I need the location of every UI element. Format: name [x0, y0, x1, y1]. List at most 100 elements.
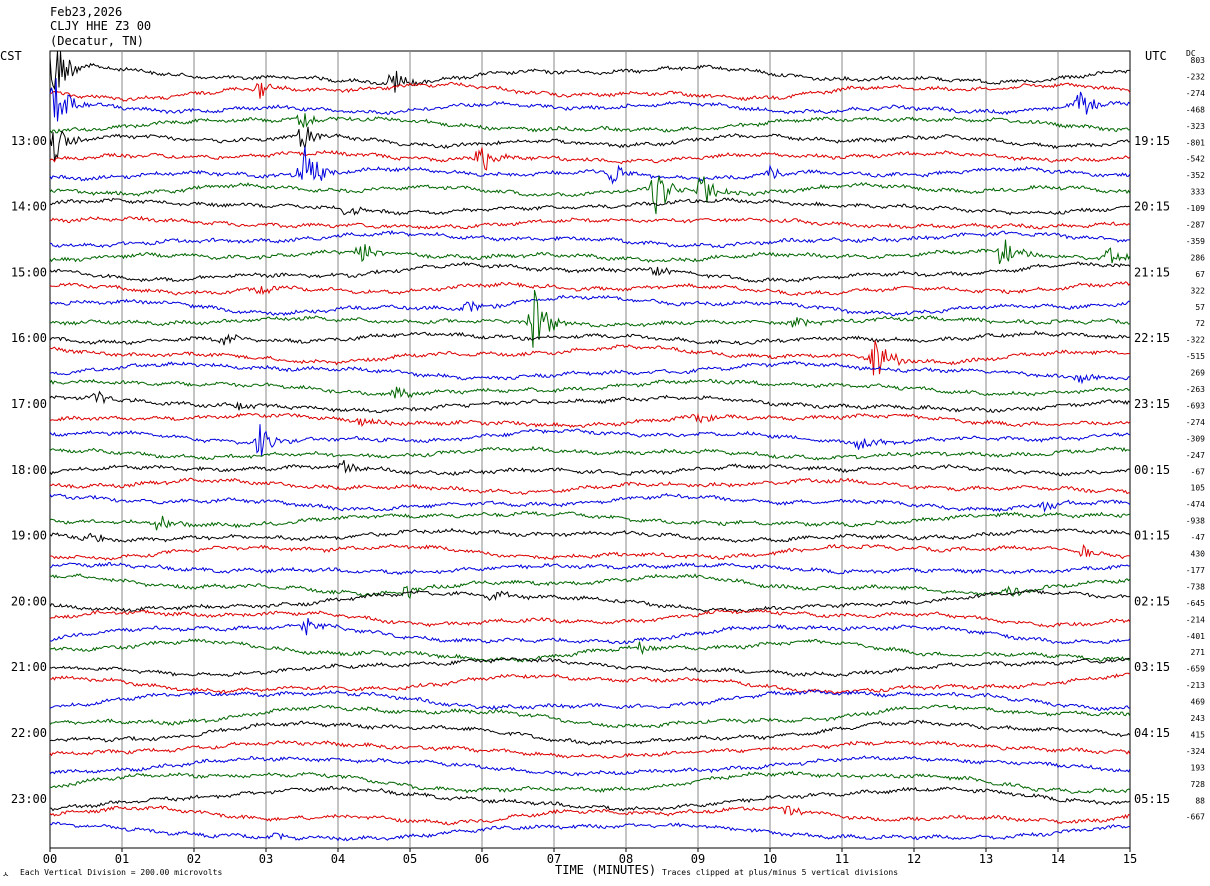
trace-line [49, 573, 1131, 600]
dc-offset-value: -474 [1186, 500, 1205, 509]
right-time-label: 20:15 [1134, 200, 1170, 214]
dc-offset-value: -693 [1186, 401, 1205, 410]
dc-offset-value: -247 [1186, 451, 1205, 460]
left-time-label: 18:00 [11, 463, 47, 477]
trace-line [49, 378, 1131, 399]
dc-offset-value: -359 [1186, 237, 1205, 246]
trace-line [49, 281, 1131, 297]
dc-offset-value: -214 [1186, 615, 1205, 624]
trace-line [49, 638, 1131, 663]
header-station: CLJY HHE Z3 00 [50, 19, 151, 33]
dc-offset-value: 415 [1191, 730, 1206, 739]
dc-offset-value: 269 [1191, 369, 1206, 378]
dc-offset-value: 469 [1191, 698, 1206, 707]
trace-line [49, 175, 1131, 215]
dc-offset-value: -263 [1186, 385, 1205, 394]
x-tick-label: 01 [115, 852, 129, 866]
trace-line [49, 424, 1131, 457]
dc-offset-value: -67 [1191, 467, 1206, 476]
x-tick-label: 00 [43, 852, 57, 866]
dc-offset-value: -47 [1191, 533, 1206, 542]
right-time-label: 00:15 [1134, 463, 1170, 477]
x-tick-label: 07 [547, 852, 561, 866]
trace-line [49, 477, 1131, 496]
x-tick-label: 06 [475, 852, 489, 866]
dc-offset-value: -542 [1186, 155, 1205, 164]
dc-offset-value: 243 [1191, 714, 1206, 723]
trace-line [49, 197, 1131, 216]
trace-line [49, 617, 1131, 645]
dc-offset-value: 728 [1191, 780, 1206, 789]
trace-line [49, 147, 1131, 171]
dc-offset-value: 430 [1191, 550, 1206, 559]
dc-offset-value: -274 [1186, 418, 1205, 427]
dc-offset-value: -177 [1186, 566, 1205, 575]
dc-offset-value: -324 [1186, 747, 1205, 756]
right-time-label: 23:15 [1134, 397, 1170, 411]
dc-label: DC [1186, 49, 1196, 58]
trace-line [49, 78, 1131, 122]
trace-line [49, 527, 1131, 543]
right-time-labels: 19:15 20:15 21:15 22:15 23:15 00:15 01:15 02:15… [1134, 134, 1170, 806]
right-time-label: 05:15 [1134, 792, 1170, 806]
dc-offset-value: 803 [1191, 56, 1206, 65]
trace-line [49, 460, 1131, 477]
seismic-traces [49, 50, 1131, 842]
trace-line [49, 289, 1131, 348]
x-tick-label: 03 [259, 852, 273, 866]
trace-line [50, 229, 1131, 249]
trace-line [49, 785, 1131, 812]
plot-grid [49, 50, 1131, 849]
left-time-label: 19:00 [11, 529, 47, 543]
dc-offset-value: 57 [1195, 303, 1205, 312]
right-time-label: 19:15 [1134, 134, 1170, 148]
dc-offset-value: -645 [1186, 599, 1205, 608]
x-axis-ticks: 00 01 02 03 04 05 06 07 08 09 10 11 12 13 14 15 [43, 848, 1137, 866]
x-tick-label: 12 [907, 852, 921, 866]
trace-line [49, 146, 1131, 185]
trace-line [49, 739, 1131, 759]
left-time-label: 23:00 [11, 792, 47, 806]
dc-offset-value: -352 [1186, 171, 1205, 180]
right-time-label: 21:15 [1134, 265, 1170, 279]
left-time-label: 16:00 [11, 331, 47, 345]
left-time-label: 22:00 [11, 726, 47, 740]
dc-offset-value: -213 [1186, 681, 1205, 690]
right-time-label: 03:15 [1134, 660, 1170, 674]
trace-line [49, 412, 1131, 429]
dc-offset-value: 271 [1191, 648, 1206, 657]
trace-line [49, 390, 1131, 414]
left-time-label: 21:00 [11, 660, 47, 674]
dc-offset-value: 88 [1195, 796, 1205, 805]
dc-offset-value: -801 [1186, 138, 1205, 147]
dc-offset-value: 286 [1191, 253, 1206, 262]
left-time-label: 14:00 [11, 200, 47, 214]
trace-line [49, 608, 1131, 628]
dc-offset-value: 333 [1191, 188, 1206, 197]
x-tick-label: 04 [331, 852, 345, 866]
trace-line [49, 821, 1130, 842]
dc-offset-value: 105 [1191, 484, 1206, 493]
x-tick-label: 02 [187, 852, 201, 866]
x-tick-label: 15 [1123, 852, 1137, 866]
x-tick-label: 10 [763, 852, 777, 866]
dc-offset-value: 193 [1191, 763, 1206, 772]
dc-offset-value: 72 [1195, 319, 1205, 328]
trace-line [49, 719, 1131, 746]
dc-offset-labels: 803 -232 -274 -468 -323 -801 -542 -352 333 -109 -2… [1186, 56, 1205, 822]
dc-offset-value: -659 [1186, 665, 1205, 674]
trace-line [49, 360, 1131, 385]
dc-offset-value: -938 [1186, 517, 1205, 526]
trace-line [49, 215, 1131, 230]
left-zone-label: CST [0, 49, 22, 63]
left-time-label: 17:00 [11, 397, 47, 411]
right-time-label: 22:15 [1134, 331, 1170, 345]
dc-offset-value: -515 [1186, 352, 1205, 361]
trace-line [49, 340, 1131, 376]
x-tick-label: 11 [835, 852, 849, 866]
dc-offset-value: -109 [1186, 204, 1205, 213]
right-time-label: 02:15 [1134, 594, 1170, 608]
x-axis-title: TIME (MINUTES) [555, 863, 656, 877]
right-time-label: 01:15 [1134, 529, 1170, 543]
